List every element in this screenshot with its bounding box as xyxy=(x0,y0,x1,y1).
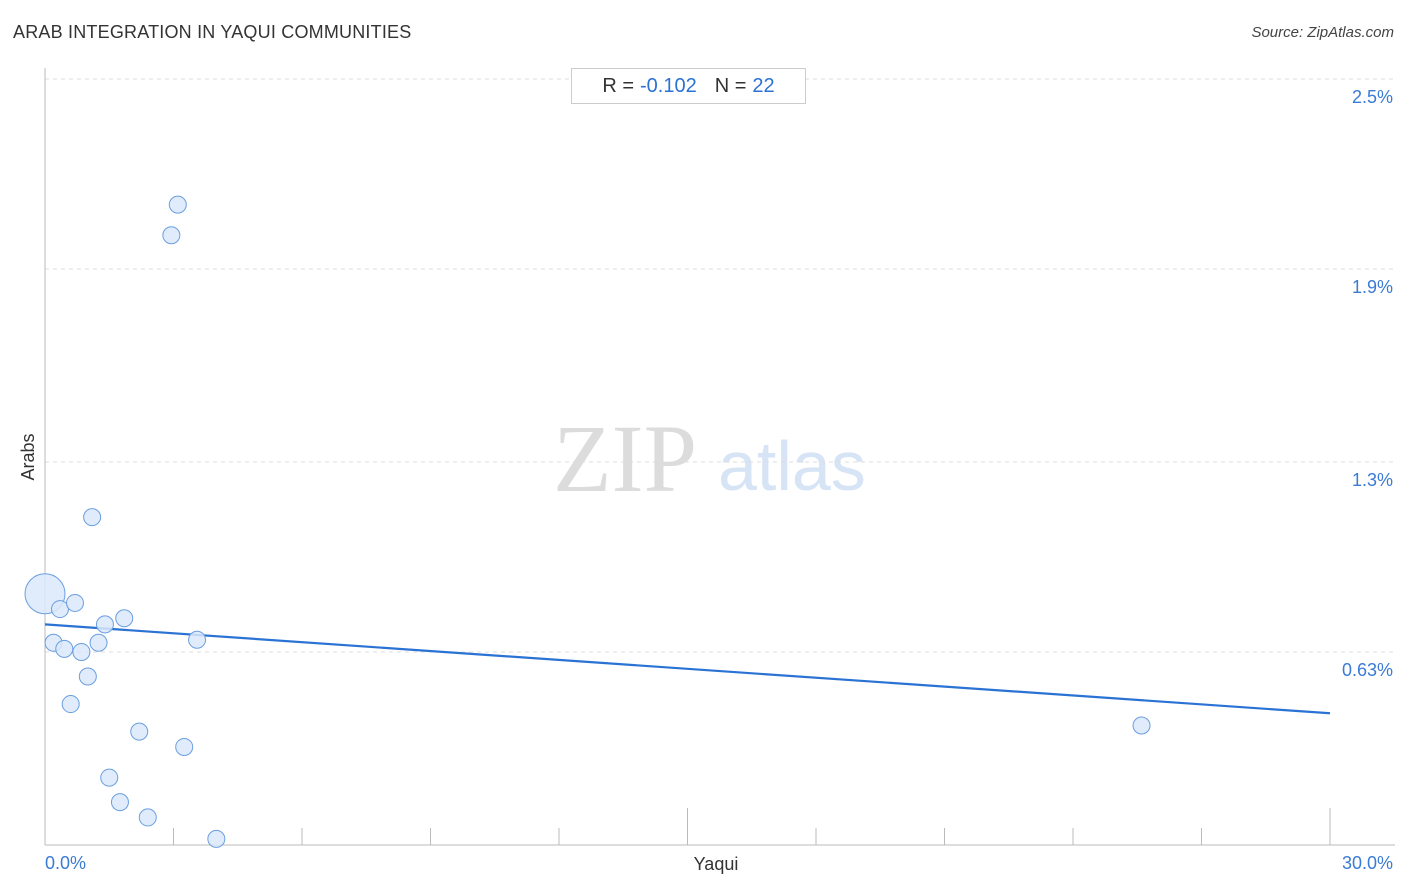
data-point xyxy=(175,737,194,756)
x-axis-label: Yaqui xyxy=(694,854,739,874)
r-label: R = xyxy=(602,74,635,97)
watermark-atlas: atlas xyxy=(718,427,866,505)
x-tick-label: 0.0% xyxy=(45,853,86,873)
data-point xyxy=(61,695,80,714)
y-tick-label: 0.63% xyxy=(1342,660,1393,680)
r-value: -0.102 xyxy=(640,74,697,97)
data-point xyxy=(72,642,91,661)
data-point xyxy=(1132,716,1151,735)
tick-labels: 2.5% 1.9% 1.3% 0.63% 0.0% 30.0% xyxy=(45,87,1393,873)
source-label: Source: ZipAtlas.com xyxy=(1251,24,1394,41)
y-tick-label: 2.5% xyxy=(1352,87,1393,107)
grid-lines xyxy=(45,78,1395,653)
data-point xyxy=(162,226,181,245)
data-point xyxy=(83,508,102,527)
correlation-stats-box: R = -0.102 N = 22 xyxy=(571,68,806,104)
x-tick-label: 30.0% xyxy=(1342,853,1393,873)
trend-line-group xyxy=(44,623,1331,715)
data-point xyxy=(78,667,97,686)
watermark: ZIP atlas xyxy=(553,405,866,512)
n-label: N = xyxy=(714,74,747,97)
data-point xyxy=(89,633,108,652)
data-points xyxy=(24,195,1151,848)
y-tick-label: 1.9% xyxy=(1352,277,1393,297)
data-point xyxy=(95,615,114,634)
data-point xyxy=(55,639,74,658)
data-point xyxy=(110,793,129,812)
data-point xyxy=(100,768,119,787)
data-point xyxy=(168,195,187,214)
n-value: 22 xyxy=(752,74,775,97)
watermark-zip: ZIP xyxy=(553,405,697,512)
y-axis-label: Arabs xyxy=(18,433,38,480)
chart-title: ARAB INTEGRATION IN YAQUI COMMUNITIES xyxy=(13,22,412,42)
data-point xyxy=(130,722,149,741)
data-point xyxy=(115,609,134,628)
trend-line xyxy=(44,623,1331,715)
data-point xyxy=(188,630,207,649)
data-point xyxy=(50,600,69,619)
axes xyxy=(44,68,1395,846)
data-point xyxy=(138,808,157,827)
y-tick-label: 1.3% xyxy=(1352,470,1393,490)
data-point xyxy=(65,593,84,612)
data-point xyxy=(207,829,226,848)
